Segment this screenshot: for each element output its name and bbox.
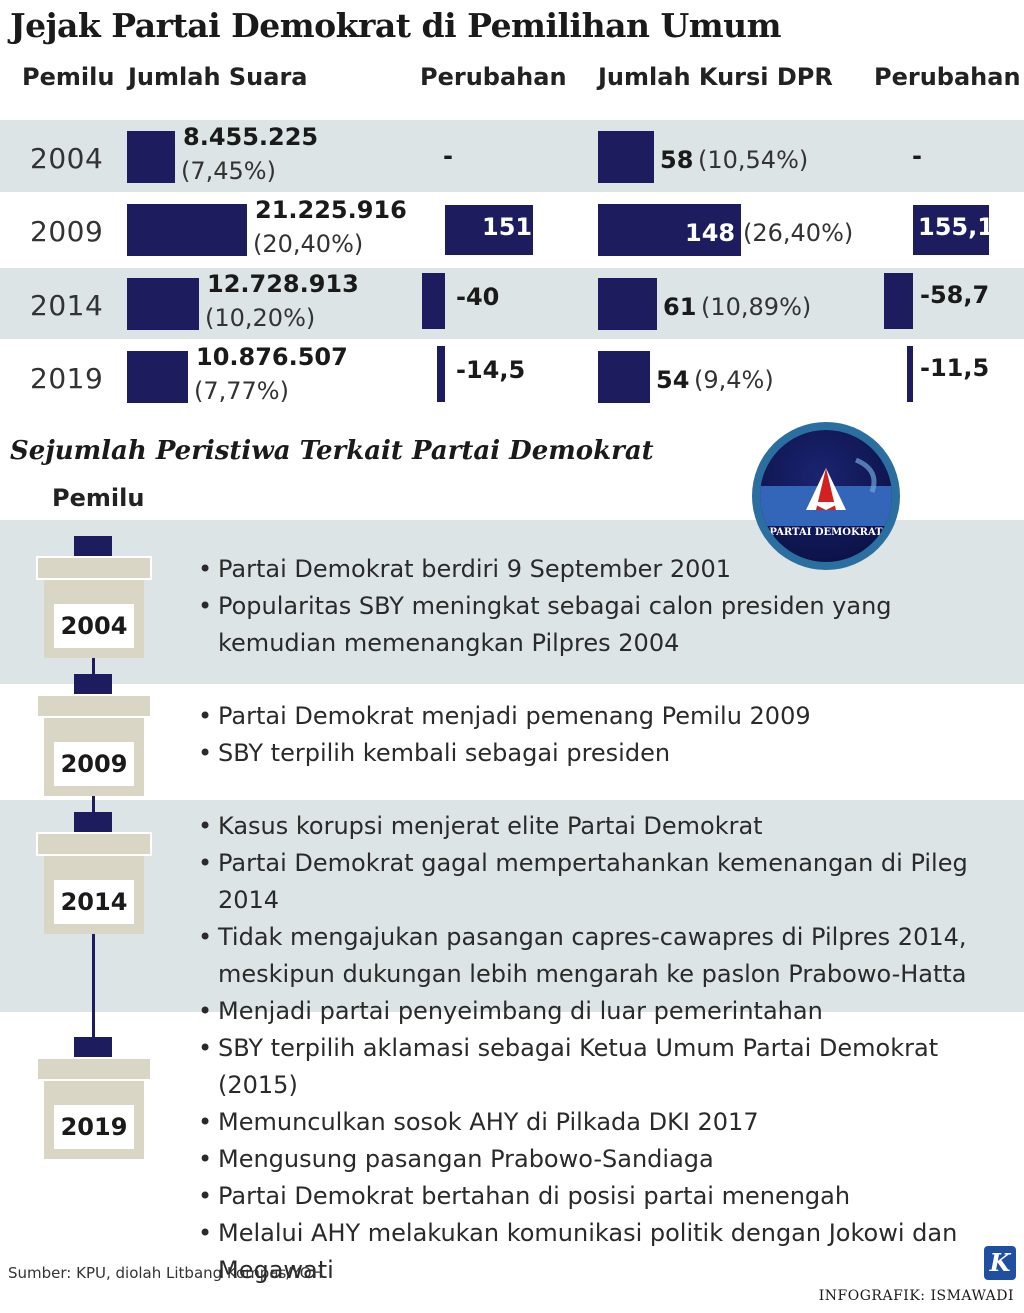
header-jumlah-suara: Jumlah Suara [128, 63, 308, 91]
source-note: Sumber: KPU, diolah Litbang Kompas/YOH [8, 1264, 323, 1282]
ballot-year-label: 2009 [54, 742, 134, 786]
perubahan-suara-bar [445, 205, 533, 255]
kursi-bar [598, 351, 650, 403]
ballot-box-lid [36, 832, 152, 856]
ballot-box-lid [36, 1057, 152, 1081]
header-perubahan-kursi: Perubahan [874, 63, 1021, 91]
perubahan-kursi-bar [907, 346, 913, 402]
perubahan-suara-label: - [443, 142, 453, 170]
year-label: 2019 [30, 362, 104, 395]
kursi-value-label: 58 [660, 146, 694, 174]
event-item: Melalui AHY melakukan komunikasi politik… [196, 1215, 996, 1289]
event-item: Partai Demokrat gagal mempertahankan kem… [196, 845, 996, 919]
ballot-box-lid [36, 556, 152, 580]
ballot-box-lid [36, 694, 152, 718]
kursi-bar [598, 278, 657, 330]
ballot-year-label: 2014 [54, 880, 134, 924]
year-label: 2009 [30, 215, 104, 248]
perubahan-suara-label: 151 [482, 213, 533, 241]
suara-bar [127, 278, 199, 330]
year-label: 2014 [30, 289, 104, 322]
event-list: Partai Demokrat menjadi pemenang Pemilu … [196, 698, 996, 772]
suara-bar [127, 131, 175, 183]
event-list: SBY terpilih aklamasi sebagai Ketua Umum… [196, 1030, 996, 1289]
suara-value-label: 12.728.913 [207, 270, 359, 298]
events-pemilu-label: Pemilu [52, 484, 145, 512]
perubahan-kursi-label: -11,5 [920, 354, 990, 382]
perubahan-kursi-label: -58,7 [920, 281, 990, 309]
perubahan-kursi-bar [884, 273, 913, 329]
logo-text: PARTAI DEMOKRAT [769, 527, 883, 538]
ballot-year-label: 2004 [54, 604, 134, 648]
perubahan-suara-label: -40 [456, 283, 500, 311]
row-separator [0, 339, 1024, 341]
perubahan-kursi-bar [913, 205, 989, 255]
row-separator [0, 266, 1024, 268]
kursi-bar [598, 204, 741, 256]
kursi-value-label: 54 [656, 366, 690, 394]
event-item: Memunculkan sosok AHY di Pilkada DKI 201… [196, 1104, 996, 1141]
perubahan-kursi-label: - [912, 142, 922, 170]
partai-demokrat-logo: PARTAI DEMOKRAT [752, 422, 900, 570]
infographic-credit: INFOGRAFIK: ISMAWADI [818, 1288, 1014, 1304]
perubahan-kursi-label: 155,1 [918, 213, 994, 241]
suara-bar [127, 351, 188, 403]
event-item: Menjadi partai penyeimbang di luar pemer… [196, 993, 996, 1030]
kursi-pct-label: (9,4%) [694, 366, 774, 394]
perubahan-suara-bar [422, 273, 445, 329]
events-title: Sejumlah Peristiwa Terkait Partai Demokr… [10, 436, 654, 466]
event-item: Popularitas SBY meningkat sebagai calon … [196, 588, 996, 662]
row-separator [0, 192, 1024, 194]
suara-pct-label: (10,20%) [205, 304, 316, 332]
suara-pct-label: (7,45%) [181, 157, 276, 185]
suara-value-label: 8.455.225 [183, 123, 319, 151]
suara-bar [127, 204, 247, 256]
kursi-pct-label: (26,40%) [743, 219, 854, 247]
event-item: Partai Demokrat berdiri 9 September 2001 [196, 551, 996, 588]
kursi-value-label: 148 [685, 219, 736, 247]
suara-value-label: 10.876.507 [196, 343, 348, 371]
suara-value-label: 21.225.916 [255, 196, 407, 224]
header-pemilu: Pemilu [22, 63, 115, 91]
event-item: Tidak mengajukan pasangan capres-cawapre… [196, 919, 996, 993]
event-list: Partai Demokrat berdiri 9 September 2001… [196, 551, 996, 662]
kursi-value-label: 61 [663, 293, 697, 321]
year-label: 2004 [30, 142, 104, 175]
ballot-year-label: 2019 [54, 1105, 134, 1149]
event-item: Partai Demokrat menjadi pemenang Pemilu … [196, 698, 996, 735]
event-item: SBY terpilih kembali sebagai presiden [196, 735, 996, 772]
event-item: SBY terpilih aklamasi sebagai Ketua Umum… [196, 1030, 996, 1104]
perubahan-suara-bar [437, 346, 445, 402]
event-item: Mengusung pasangan Prabowo-Sandiaga [196, 1141, 996, 1178]
suara-pct-label: (7,77%) [194, 377, 289, 405]
kursi-pct-label: (10,89%) [701, 293, 812, 321]
header-perubahan-suara: Perubahan [420, 63, 567, 91]
main-title: Jejak Partai Demokrat di Pemilihan Umum [10, 6, 782, 45]
suara-pct-label: (20,40%) [253, 230, 364, 258]
kursi-pct-label: (10,54%) [698, 146, 809, 174]
perubahan-suara-label: -14,5 [456, 356, 526, 384]
kompas-k-logo: K [984, 1246, 1016, 1280]
kursi-bar [598, 131, 654, 183]
header-jumlah-kursi: Jumlah Kursi DPR [598, 63, 833, 91]
event-list: Kasus korupsi menjerat elite Partai Demo… [196, 808, 996, 1030]
event-item: Kasus korupsi menjerat elite Partai Demo… [196, 808, 996, 845]
event-item: Partai Demokrat bertahan di posisi parta… [196, 1178, 996, 1215]
